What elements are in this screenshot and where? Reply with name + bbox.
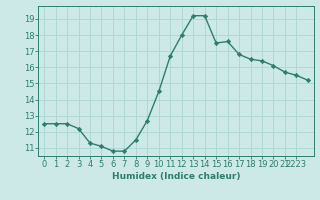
X-axis label: Humidex (Indice chaleur): Humidex (Indice chaleur) bbox=[112, 172, 240, 181]
